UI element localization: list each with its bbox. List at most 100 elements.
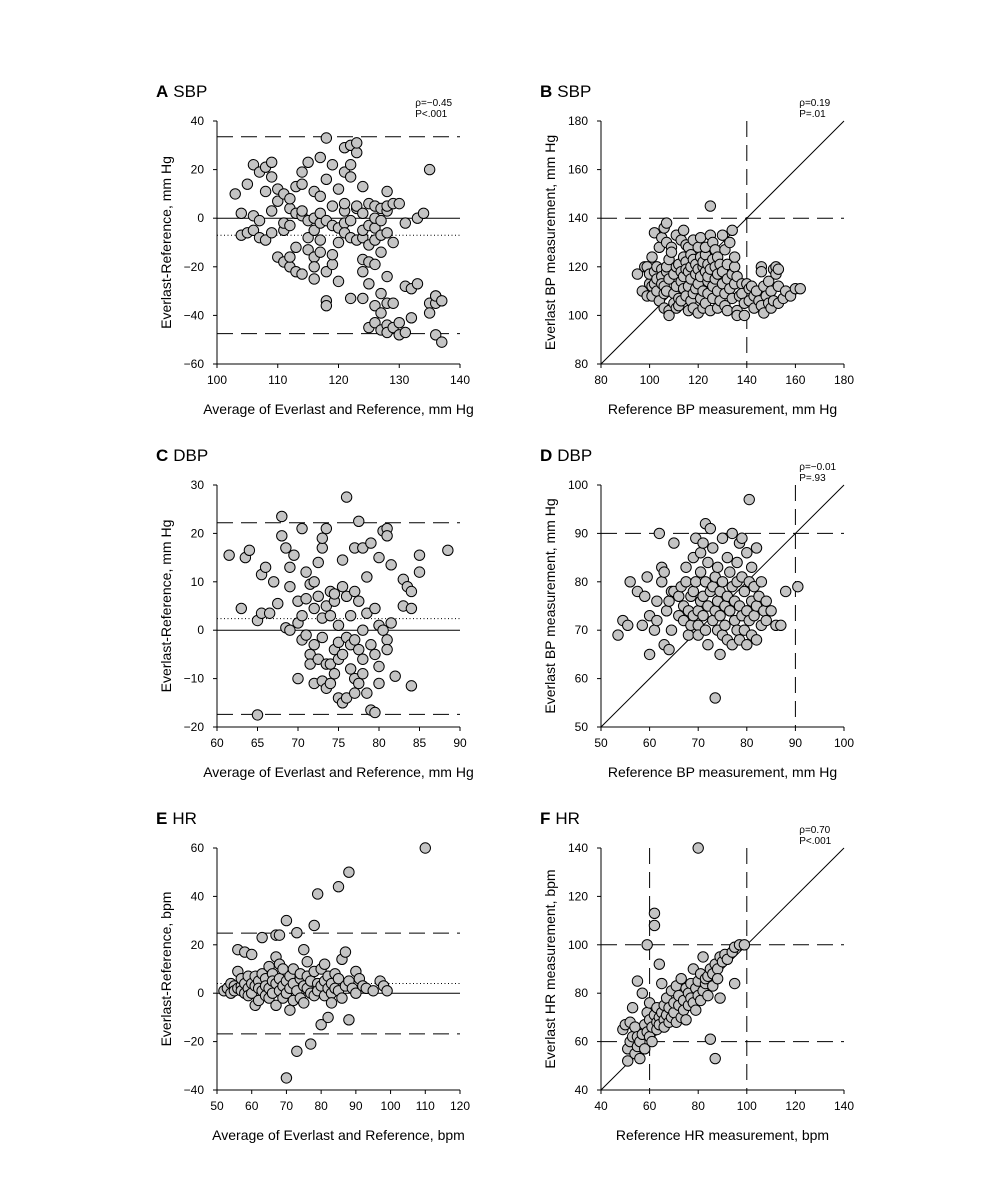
data-point [243,544,256,557]
data-point [721,304,734,317]
x-axis-label: Average of Everlast and Reference, bpm [212,1127,465,1143]
data-point [726,527,738,540]
data-point [648,624,661,636]
data-point [697,951,709,963]
x-tick-label: 70 [280,1099,294,1113]
data-point [344,214,357,227]
data-point [326,200,339,212]
panel-letter: E [156,809,167,828]
data-point [755,576,768,588]
data-point [253,214,266,227]
data-point [714,648,726,661]
y-tick-label: 180 [568,114,588,128]
x-tick-label: 110 [416,1099,435,1113]
x-tick-label: 80 [594,373,608,387]
data-point [375,214,387,227]
y-tick-label: 140 [568,841,588,855]
x-axis-label: Reference HR measurement, bpm [616,1127,829,1143]
data-point [326,248,339,261]
data-point [300,566,312,578]
y-tick-label: 100 [568,308,588,322]
data-point [357,653,369,665]
data-point [728,977,741,990]
rho-label: ρ=−0.01 [799,462,836,473]
data-point [668,537,680,549]
data-point [268,576,280,588]
data-point [344,171,357,183]
data-point [312,556,324,569]
panel-title: SBP [557,82,591,101]
data-point [247,159,260,171]
data-point [743,493,755,506]
data-point [745,561,758,573]
x-tick-label: 100 [207,373,227,387]
data-point [332,619,345,632]
data-point [336,580,349,593]
data-point [229,188,241,200]
data-point [636,987,649,999]
x-tick-label: 100 [834,736,854,750]
y-tick-label: 80 [575,357,589,371]
x-axis-label: Average of Everlast and Reference, mm Hg [203,764,474,780]
data-point [738,309,751,322]
data-point [765,605,777,617]
data-point [399,217,412,229]
panel-title: HR [555,809,580,828]
data-point [704,200,717,212]
x-tick-label: 120 [688,373,708,387]
data-point [665,246,678,258]
data-point [716,576,729,588]
data-point [273,929,286,941]
data-point [680,561,692,573]
data-point [702,556,714,569]
data-point [288,549,300,561]
data-point [246,948,258,961]
data-point [336,992,348,1004]
data-point [656,977,668,990]
data-point [687,585,700,598]
data-point [305,1038,317,1050]
x-tick-label: 50 [210,1099,224,1113]
data-point [716,532,729,544]
x-tick-label: 60 [245,1099,259,1113]
y-tick-label: −40 [184,1083,205,1097]
data-point [265,156,278,169]
data-point [363,278,375,290]
y-tick-label: 30 [191,478,205,492]
data-point [332,183,345,195]
data-point [350,987,362,999]
data-point [716,229,729,241]
y-tick-label: 0 [197,211,204,225]
data-point [721,551,734,564]
data-point [622,619,634,632]
y-tick-label: 40 [575,1083,589,1097]
data-point [663,309,675,322]
data-point [622,1055,634,1067]
panel-title: DBP [557,446,592,465]
x-tick-label: 120 [785,1099,805,1113]
data-point [290,241,302,254]
y-tick-label: −40 [184,308,205,322]
data-point [702,639,714,651]
x-tick-label: 60 [643,1099,657,1113]
data-point [259,234,272,246]
data-point [724,566,736,578]
panel-letter: A [156,82,168,101]
data-point [682,629,695,641]
panel-letter: B [540,82,552,101]
data-point [320,132,333,144]
data-point [385,617,397,629]
data-point [276,510,288,523]
data-point [714,609,726,622]
y-tick-label: 40 [191,889,205,903]
data-point [772,263,785,275]
x-tick-label: 90 [349,1099,363,1113]
data-point [308,224,320,237]
y-tick-label: 100 [568,478,588,492]
panel-heading: D DBP [540,446,592,465]
x-tick-label: 140 [450,373,470,387]
data-point [690,1004,702,1016]
data-point [296,205,308,217]
data-point [417,207,430,220]
y-axis-label: Everlast-Reference, bpm [158,892,174,1047]
